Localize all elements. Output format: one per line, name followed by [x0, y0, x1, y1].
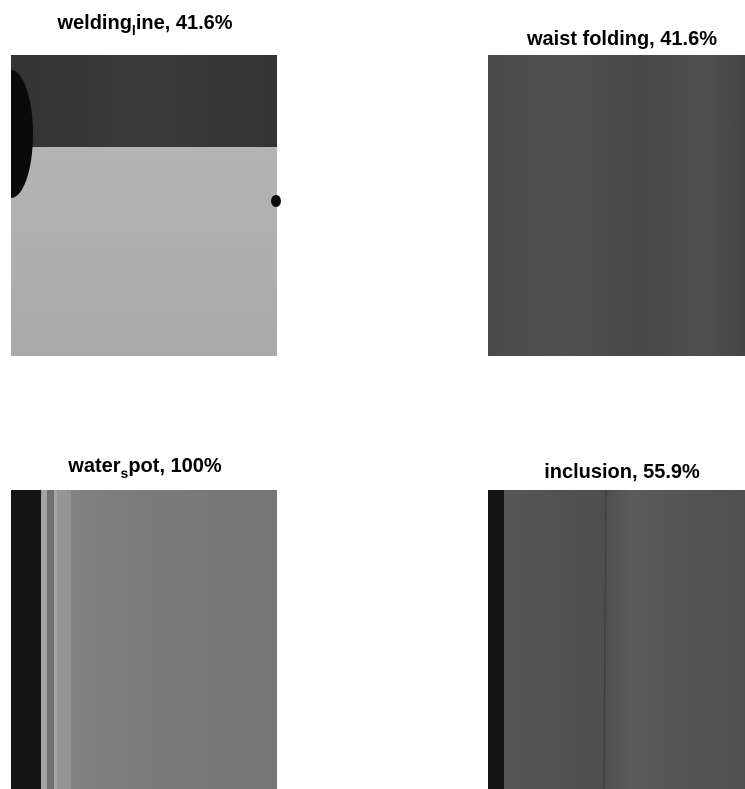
panel-title: waist folding, 41.6% — [526, 28, 717, 50]
panel: weldingline, 41.6% — [11, 12, 281, 356]
title-text: ine, 41.6% — [136, 12, 233, 34]
image — [11, 490, 277, 789]
panel-title: inclusion, 55.9% — [544, 461, 700, 483]
panel-title: weldingline, 41.6% — [56, 12, 232, 38]
panel: waist folding, 41.6% — [488, 28, 745, 356]
figure: weldingline, 41.6% waist folding, 41.6% … — [0, 0, 745, 789]
title-text: pot, 100% — [128, 455, 222, 477]
panel-title: waterspot, 100% — [67, 455, 222, 481]
panel: waterspot, 100% — [11, 455, 277, 789]
title-subscript: s — [121, 465, 129, 481]
image — [488, 490, 745, 789]
panel: inclusion, 55.9% — [488, 461, 745, 789]
title-text: water — [67, 455, 120, 477]
image — [488, 55, 745, 356]
title-text: welding — [56, 12, 131, 34]
image — [11, 55, 281, 356]
